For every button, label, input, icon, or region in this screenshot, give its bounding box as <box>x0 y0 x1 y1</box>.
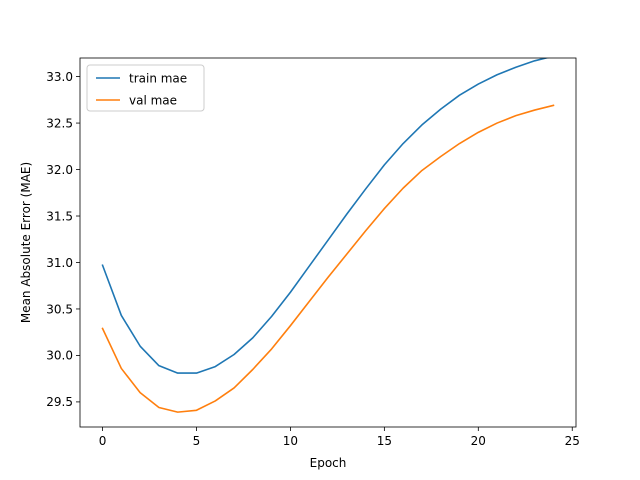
x-tick-label: 0 <box>99 434 107 448</box>
legend-entry-1: train mae <box>129 71 187 85</box>
x-tick-label: 10 <box>283 434 298 448</box>
x-tick-label: 20 <box>471 434 486 448</box>
x-tick-label: 5 <box>193 434 201 448</box>
y-tick-label: 31.5 <box>46 209 73 223</box>
plot-frame <box>79 57 577 428</box>
y-tick-label: 30.0 <box>46 349 73 363</box>
y-axis-label: Mean Absolute Error (MAE) <box>19 162 33 323</box>
plot-area <box>101 58 555 413</box>
legend: train mae val mae <box>86 64 205 112</box>
ticks: 0 5 10 15 20 25 29.5 30.0 30.5 31.0 31.5 32.0 32.5 33… <box>46 70 580 448</box>
y-tick-label: 33.0 <box>46 70 73 84</box>
x-axis-label: Epoch <box>310 456 347 470</box>
y-tick-label: 32.5 <box>46 116 73 130</box>
y-tick-label: 30.5 <box>46 302 73 316</box>
x-tick-label: 15 <box>377 434 392 448</box>
y-tick-label: 29.5 <box>46 395 73 409</box>
y-tick-label: 32.0 <box>46 163 73 177</box>
legend-entry-2: val mae <box>129 93 177 107</box>
x-tick-label: 25 <box>565 434 580 448</box>
y-tick-label: 31.0 <box>46 256 73 270</box>
series-line-2 <box>101 104 555 413</box>
series-line-1 <box>101 58 550 374</box>
